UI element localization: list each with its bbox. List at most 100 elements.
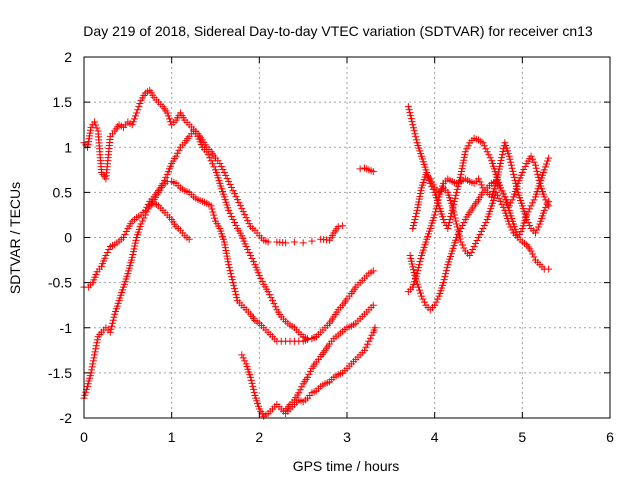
data-point: [466, 252, 474, 260]
data-point: [91, 348, 99, 356]
data-point: [431, 211, 439, 219]
data-point: [217, 163, 225, 171]
y-axis-title: SDTVAR / TECUs: [7, 182, 23, 294]
data-point: [136, 99, 144, 107]
data-point: [407, 112, 415, 120]
data-point: [470, 243, 478, 251]
data-point: [540, 193, 548, 201]
data-point: [258, 277, 266, 285]
data-point: [414, 283, 422, 291]
data-point: [444, 224, 452, 232]
data-point: [167, 118, 175, 126]
data-point: [508, 164, 516, 172]
data-point: [174, 149, 182, 157]
data-point: [250, 388, 258, 396]
data-point: [464, 142, 472, 150]
data-point: [90, 354, 98, 362]
data-point: [225, 261, 233, 269]
data-point: [453, 220, 461, 228]
data-point: [434, 199, 442, 207]
data-point: [138, 217, 146, 225]
data-markers: [80, 86, 553, 420]
data-point: [410, 218, 418, 226]
data-point: [226, 209, 234, 217]
data-point: [334, 223, 342, 231]
data-point: [409, 221, 417, 229]
data-point: [305, 370, 313, 378]
data-point: [356, 165, 364, 173]
data-point: [527, 152, 535, 160]
data-point: [308, 237, 316, 245]
data-point: [229, 187, 237, 195]
data-point: [131, 239, 139, 247]
data-point: [457, 238, 465, 246]
data-point: [486, 154, 494, 162]
data-point: [412, 136, 420, 144]
data-point: [226, 181, 234, 189]
data-point: [132, 112, 140, 120]
data-point: [137, 220, 145, 228]
data-point: [542, 203, 550, 211]
data-point: [228, 276, 236, 284]
data-point: [165, 115, 173, 123]
data-point: [235, 199, 243, 207]
data-point: [426, 175, 434, 183]
data-point: [119, 234, 127, 241]
data-point: [102, 252, 110, 260]
data-point: [86, 129, 94, 137]
data-point: [413, 280, 421, 288]
data-point: [476, 178, 484, 186]
axis-ticks: [83, 56, 611, 419]
data-point: [129, 251, 137, 259]
data-point: [410, 127, 418, 135]
data-point: [496, 159, 504, 167]
series-track-8: [406, 152, 553, 314]
data-point: [445, 221, 453, 229]
series-track-9: [409, 154, 553, 260]
data-point: [91, 351, 99, 359]
data-point: [368, 331, 376, 339]
data-point: [451, 214, 459, 222]
data-point: [523, 211, 531, 219]
data-point: [84, 140, 92, 148]
data-point: [129, 118, 137, 126]
data-point: [541, 163, 549, 171]
data-point: [517, 227, 525, 235]
data-point: [419, 295, 427, 303]
data-point: [404, 103, 412, 111]
data-point: [163, 109, 171, 117]
data-point: [105, 246, 113, 254]
y-tick-label: 1.5: [53, 94, 73, 110]
data-point: [85, 135, 93, 143]
data-point: [247, 373, 255, 381]
data-point: [131, 242, 139, 250]
data-point: [472, 240, 480, 248]
data-point: [496, 184, 504, 192]
data-point: [543, 199, 551, 207]
x-tick-label: 2: [255, 429, 263, 445]
data-point: [225, 264, 233, 272]
data-point: [92, 342, 100, 350]
data-point: [241, 357, 249, 365]
data-point: [232, 291, 240, 299]
data-point: [362, 343, 370, 351]
data-point: [209, 208, 217, 216]
data-point: [439, 215, 447, 223]
data-point: [475, 175, 482, 183]
data-point: [369, 301, 377, 309]
data-point: [230, 218, 238, 226]
series-track-3: [80, 178, 320, 402]
data-point: [264, 238, 272, 246]
data-point: [371, 324, 379, 332]
data-point: [271, 303, 279, 311]
data-point: [257, 274, 265, 282]
data-point: [433, 202, 441, 210]
data-point: [129, 248, 137, 256]
series-track-4: [146, 199, 379, 420]
data-point: [453, 188, 461, 196]
data-point: [134, 106, 142, 114]
data-point: [443, 264, 451, 272]
data-point: [418, 292, 426, 300]
y-tick-label: 0.5: [53, 184, 73, 200]
